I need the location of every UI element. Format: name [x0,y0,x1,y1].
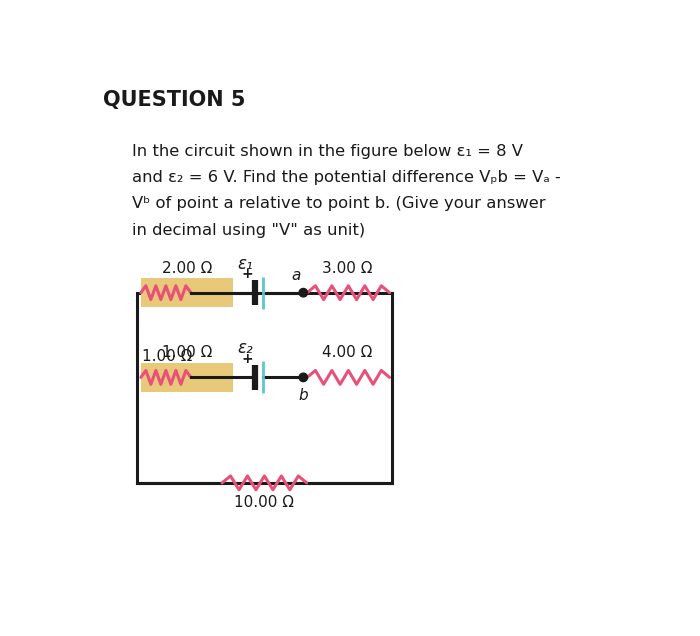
Text: 10.00 Ω: 10.00 Ω [234,495,295,510]
Text: Vᵇ of point a relative to point b. (Give your answer: Vᵇ of point a relative to point b. (Give… [132,197,545,211]
Circle shape [299,289,307,297]
Text: 3.00 Ω: 3.00 Ω [322,261,373,276]
Text: +: + [241,352,253,366]
Text: 1.00 Ω: 1.00 Ω [162,345,212,361]
Text: a: a [291,268,300,284]
Text: and ε₂ = 6 V. Find the potential difference Vₚb = Vₐ -: and ε₂ = 6 V. Find the potential differe… [132,170,560,185]
Text: ε₁: ε₁ [238,254,253,273]
Text: b: b [298,388,308,403]
Text: 1.00 Ω: 1.00 Ω [141,349,192,364]
Text: ε₂: ε₂ [238,340,253,357]
Text: QUESTION 5: QUESTION 5 [103,90,246,110]
Bar [137,293,392,483]
Text: 2.00 Ω: 2.00 Ω [162,261,212,276]
Text: 4.00 Ω: 4.00 Ω [323,345,373,361]
Bar [141,278,233,307]
Text: in decimal using "V" as unit): in decimal using "V" as unit) [132,223,365,238]
Text: In the circuit shown in the figure below ε₁ = 8 V: In the circuit shown in the figure below… [132,144,523,159]
Circle shape [299,373,307,382]
Bar [141,363,233,392]
Text: +: + [241,267,253,281]
